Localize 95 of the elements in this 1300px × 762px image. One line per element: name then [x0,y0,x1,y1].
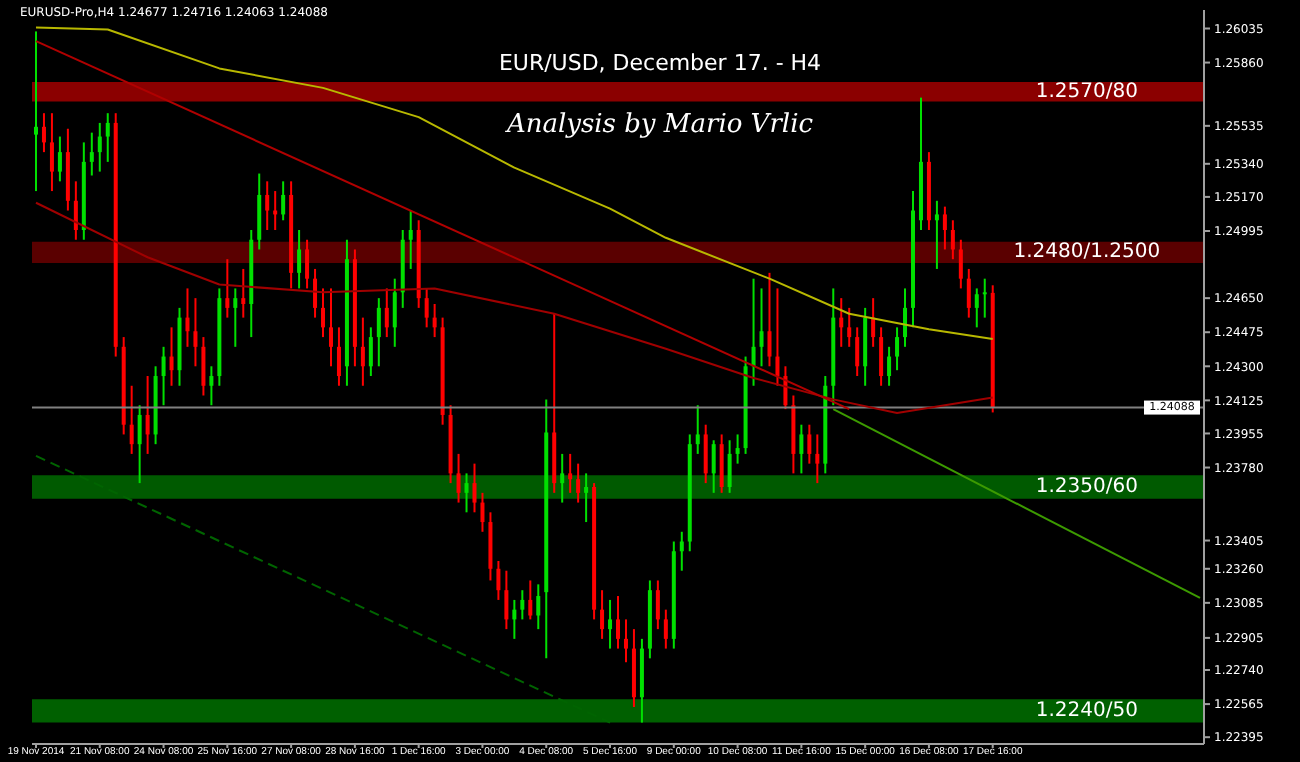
candlestick [504,569,509,631]
candlestick [711,439,716,494]
candlestick [576,462,581,504]
candlestick [560,452,565,504]
band-label: 1.2350/60 [1035,476,1138,498]
candlestick [464,472,469,514]
candlestick [456,452,461,504]
candlestick [616,595,621,650]
candlestick [679,530,684,572]
candlestick [895,326,900,372]
candlestick [520,589,525,621]
candlestick [942,205,947,251]
line-series [34,201,994,415]
candlestick [129,384,134,455]
candlestick [512,598,517,640]
candlestick [297,229,302,290]
candlestick [608,598,613,650]
candlestick [966,267,971,319]
line-series [34,26,994,341]
candlestick [727,439,732,494]
candlestick [241,267,246,319]
candlestick [49,112,54,193]
candlestick [209,365,214,407]
candlestick [336,326,341,387]
text: Analysis by Mario Vrlic [503,110,816,140]
candlestick [432,302,437,339]
candlestick [328,287,333,368]
candlestick [887,345,892,387]
candlestick [950,219,955,261]
candlestick [775,287,780,387]
candlestick [185,287,190,348]
candlestick [281,180,286,222]
candlestick [384,287,389,339]
candlestick [655,579,660,631]
candlestick [536,583,541,631]
candlestick [392,277,397,348]
candlestick [480,491,485,533]
band-label: 1.2480/1.2500 [1013,241,1161,264]
candlestick [568,452,573,494]
candlestick [871,297,876,348]
candlestick [41,112,46,154]
candlestick [73,180,78,241]
candlestick [847,306,852,348]
candlestick [879,326,884,387]
candlestick [488,511,493,582]
candlestick [472,462,477,514]
candlestick [137,404,142,485]
candlestick [321,287,326,339]
candlestick [839,297,844,348]
candlestick [376,297,381,368]
candlestick [424,287,429,329]
candlestick [368,326,373,378]
candlestick [719,433,724,494]
candlestick [408,209,413,270]
candlestick [265,180,270,232]
candlestick [695,404,700,455]
candlestick [528,579,533,621]
candlestick [903,287,908,348]
candlestick [97,121,102,173]
candlestick [855,326,860,378]
candlestick [145,375,150,455]
candlestick [496,559,501,601]
candlestick [958,238,963,290]
candlestick [225,258,230,319]
candlestick [33,30,38,193]
candlestick [360,316,365,387]
candlestick [257,172,262,251]
candlestick [703,423,708,485]
candlestick [193,297,198,368]
candlestick [584,472,589,524]
candlestick [305,238,310,290]
text: EUR/USD, December 17. - H4 [496,50,824,76]
candlestick [57,135,62,183]
candlestick [759,287,764,368]
candlestick [161,345,166,407]
candlestick [974,287,979,329]
candlestick [233,287,238,348]
candlestick [663,608,668,650]
candlestick [600,589,605,640]
candlestick [105,112,110,163]
candlestick [623,618,628,664]
candlestick [982,277,987,319]
candlestick [313,267,318,319]
candlestick [169,326,174,387]
candlestick [735,433,740,465]
band-label: 1.2570/80 [1035,80,1138,103]
candlestick [89,131,94,177]
candlestick [807,423,812,465]
candlestick [799,423,804,475]
candlestick [751,277,756,387]
candlestick [767,271,772,368]
candlestick [201,336,206,397]
candlestick [815,433,820,485]
band-label: 1.2240/50 [1035,699,1138,722]
candlestick [934,199,939,270]
